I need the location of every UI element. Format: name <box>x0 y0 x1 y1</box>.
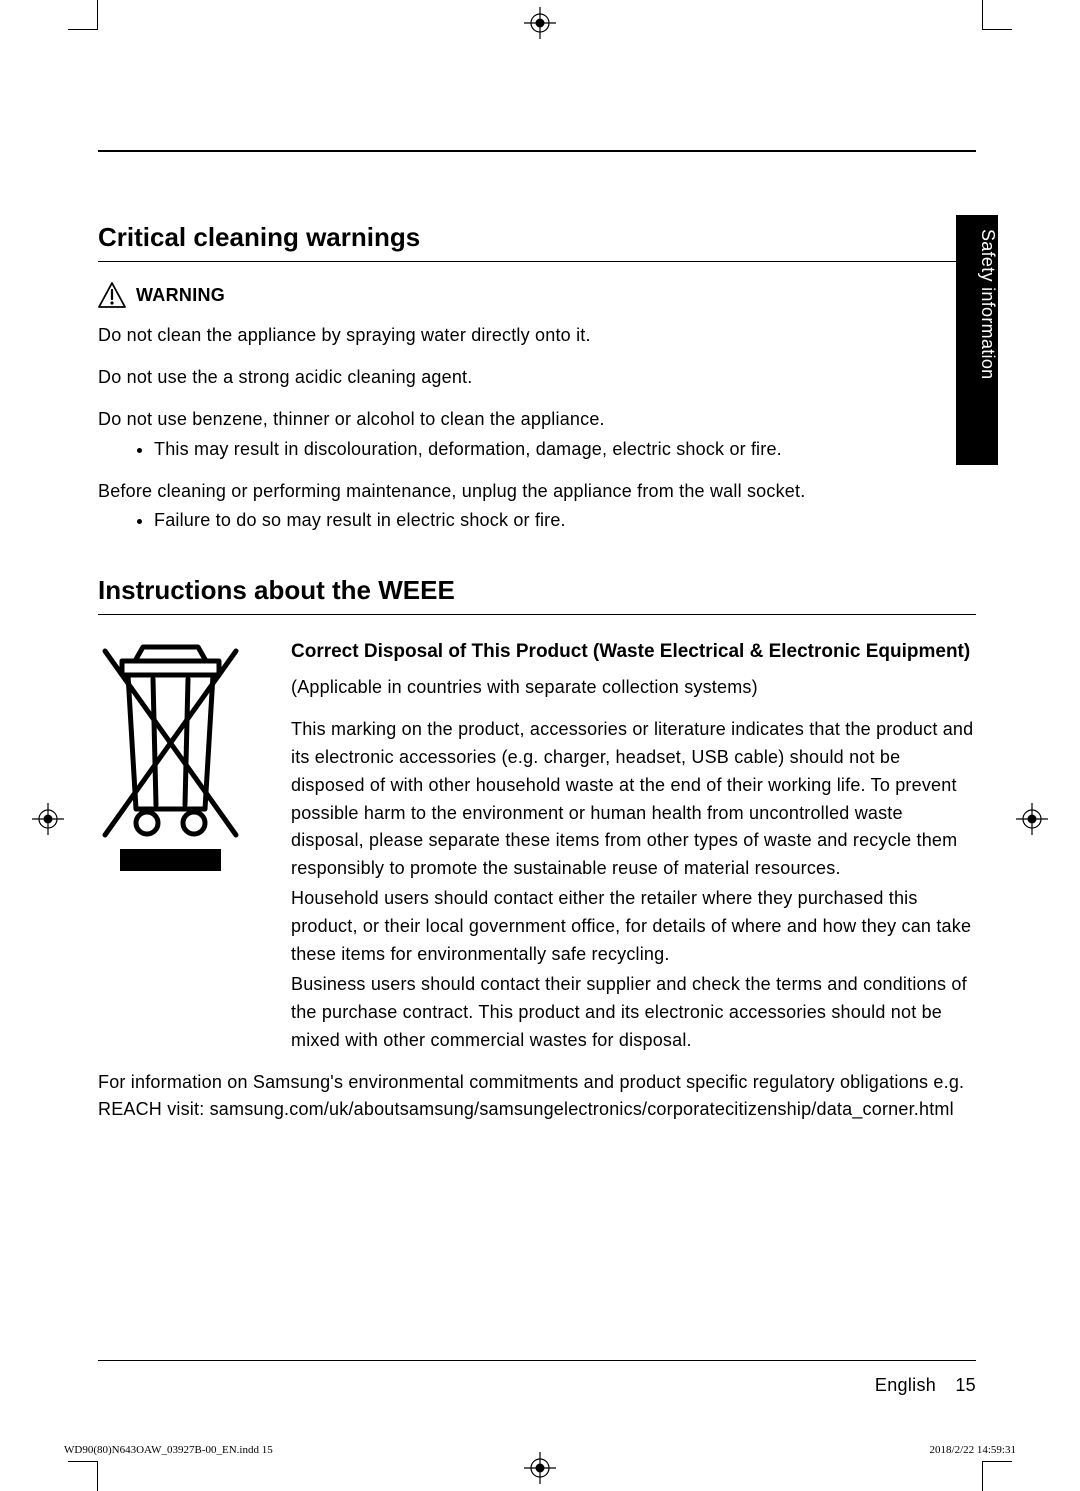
crop-mark <box>68 1461 98 1491</box>
body-text: Household users should contact either th… <box>291 885 976 969</box>
body-text: This marking on the product, accessories… <box>291 716 976 883</box>
body-text: Do not use the a strong acidic cleaning … <box>98 364 976 392</box>
weee-row: Correct Disposal of This Product (Waste … <box>98 639 976 1068</box>
weee-heading: Correct Disposal of This Product (Waste … <box>291 639 976 666</box>
crop-mark <box>982 0 1012 30</box>
registration-mark-icon <box>524 1452 556 1484</box>
page-content: Critical cleaning warnings WARNING Do no… <box>98 150 976 1138</box>
crossed-bin-icon <box>98 639 243 874</box>
crop-mark <box>68 0 98 30</box>
registration-mark-icon <box>524 7 556 39</box>
body-text: For information on Samsung's environment… <box>98 1069 976 1125</box>
registration-mark-icon <box>32 803 64 835</box>
footer-rule <box>98 1360 976 1361</box>
bullet-list: This may result in discolouration, defor… <box>98 436 976 464</box>
top-rule <box>98 150 976 152</box>
body-text: Before cleaning or performing maintenanc… <box>98 478 976 506</box>
body-text: Do not use benzene, thinner or alcohol t… <box>98 406 976 434</box>
body-text: (Applicable in countries with separate c… <box>291 674 976 702</box>
registration-mark-icon <box>1016 803 1048 835</box>
bullet-list: Failure to do so may result in electric … <box>98 507 976 535</box>
print-meta-left: WD90(80)N643OAW_03927B-00_EN.indd 15 <box>64 1444 273 1456</box>
warning-triangle-icon <box>98 282 126 308</box>
weee-text-column: Correct Disposal of This Product (Waste … <box>291 639 976 1068</box>
section-title-cleaning: Critical cleaning warnings <box>98 222 976 262</box>
body-text: Do not clean the appliance by spraying w… <box>98 322 976 350</box>
weee-section: Instructions about the WEEE <box>98 575 976 1124</box>
page-number: 15 <box>955 1375 976 1395</box>
section-title-weee: Instructions about the WEEE <box>98 575 976 615</box>
weee-symbol <box>98 639 243 879</box>
list-item: This may result in discolouration, defor… <box>154 436 976 464</box>
body-text: Business users should contact their supp… <box>291 971 976 1055</box>
print-meta-right: 2018/2/22 14:59:31 <box>930 1444 1016 1456</box>
footer-language: English <box>875 1375 936 1395</box>
list-item: Failure to do so may result in electric … <box>154 507 976 535</box>
crop-mark <box>982 1461 1012 1491</box>
warning-row: WARNING <box>98 282 976 308</box>
footer: English 15 <box>875 1375 976 1396</box>
warning-label: WARNING <box>136 285 225 306</box>
